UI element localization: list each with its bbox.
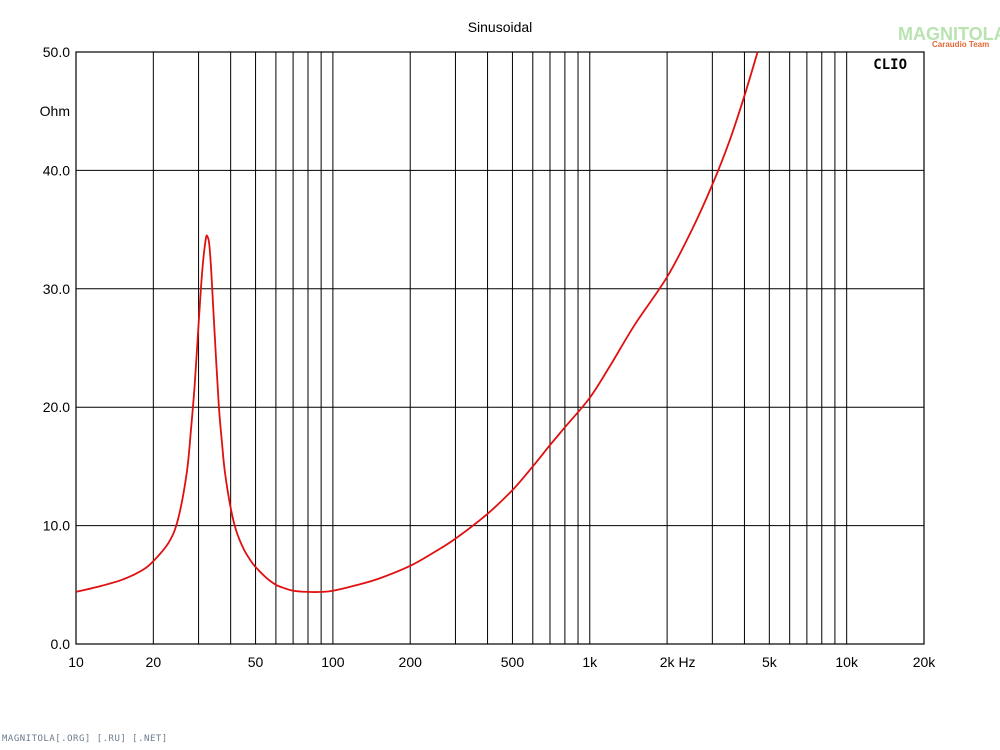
x-tick-label: 20 [146, 654, 162, 670]
watermark-logo: MAGNITOLA Caraudio Team [898, 24, 1000, 49]
brand-label: CLIO [873, 57, 907, 73]
x-tick-label: 5k [762, 654, 778, 670]
x-tick-label: 200 [399, 654, 423, 670]
x-tick-label: 1k [582, 654, 598, 670]
y-tick-label: 50.0 [43, 44, 70, 60]
x-tick-label: 10 [68, 654, 84, 670]
x-tick-label: 2k [660, 654, 676, 670]
y-tick-label: 30.0 [43, 281, 70, 297]
impedance-curve [75, 51, 759, 593]
y-tick-label: 40.0 [43, 162, 70, 178]
logo-subtext: Caraudio Team [932, 40, 989, 49]
x-axis-ticks: 10 20 50 100 200 500 1k 2k 5k 10k 20k [68, 654, 936, 670]
plot-area [75, 51, 759, 593]
x-tick-label: 500 [501, 654, 525, 670]
y-axis-label: Ohm [40, 103, 70, 119]
x-tick-label: 10k [835, 654, 859, 670]
y-tick-label: 0.0 [51, 636, 71, 652]
x-tick-label: 20k [913, 654, 937, 670]
chart-title: Sinusoidal [468, 19, 533, 35]
footer-watermark: MAGNITOLA[.ORG] [.RU] [.NET] [2, 734, 168, 744]
x-tick-label: 50 [248, 654, 264, 670]
x-axis-label: Hz [678, 654, 695, 670]
plot-frame [75, 51, 925, 645]
y-axis-ticks: 0.0 10.0 20.0 30.0 40.0 50.0 [43, 44, 70, 652]
y-tick-label: 10.0 [43, 518, 70, 534]
x-tick-label: 100 [321, 654, 345, 670]
y-tick-label: 20.0 [43, 399, 70, 415]
logo-text: MAGNITOLA [898, 24, 1000, 44]
brand-label-background [860, 54, 912, 74]
grid [76, 52, 924, 644]
